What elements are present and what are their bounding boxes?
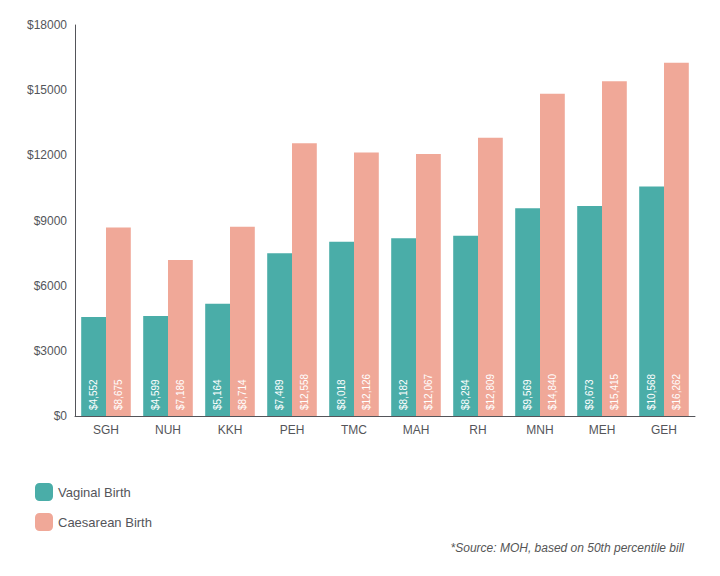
svg-text:$7,489: $7,489: [274, 379, 285, 410]
svg-text:$12,809: $12,809: [485, 373, 496, 410]
svg-text:Vaginal Birth: Vaginal Birth: [58, 485, 131, 500]
svg-text:TMC: TMC: [341, 423, 367, 437]
svg-text:RH: RH: [469, 423, 486, 437]
svg-text:$16,262: $16,262: [671, 373, 682, 410]
svg-text:MAH: MAH: [403, 423, 430, 437]
svg-text:$8,018: $8,018: [336, 379, 347, 410]
svg-text:PEH: PEH: [280, 423, 305, 437]
svg-text:$8,714: $8,714: [237, 379, 248, 410]
svg-text:$3000: $3000: [34, 344, 68, 358]
svg-text:Caesarean Birth: Caesarean Birth: [58, 515, 152, 530]
svg-text:$4,552: $4,552: [88, 379, 99, 410]
svg-text:*Source: MOH, based on 50th pe: *Source: MOH, based on 50th percentile b…: [451, 541, 685, 555]
svg-text:MNH: MNH: [526, 423, 553, 437]
svg-text:$9,673: $9,673: [584, 379, 595, 410]
svg-text:$0: $0: [54, 409, 68, 423]
svg-text:NUH: NUH: [155, 423, 181, 437]
svg-text:$12,558: $12,558: [299, 373, 310, 410]
svg-text:MEH: MEH: [589, 423, 616, 437]
svg-text:$12,126: $12,126: [361, 373, 372, 410]
svg-text:$18000: $18000: [27, 18, 67, 32]
svg-text:KKH: KKH: [218, 423, 243, 437]
svg-text:$8,294: $8,294: [460, 379, 471, 410]
svg-text:$7,186: $7,186: [175, 379, 186, 410]
svg-text:$4,599: $4,599: [150, 379, 161, 410]
svg-text:$8,675: $8,675: [113, 379, 124, 410]
svg-text:$8,182: $8,182: [398, 379, 409, 410]
svg-text:$12000: $12000: [27, 148, 67, 162]
svg-text:$15,415: $15,415: [609, 373, 620, 410]
svg-text:$14,840: $14,840: [547, 373, 558, 410]
svg-text:SGH: SGH: [93, 423, 119, 437]
svg-text:$10,568: $10,568: [646, 373, 657, 410]
svg-text:$9,569: $9,569: [522, 379, 533, 410]
svg-text:GEH: GEH: [651, 423, 677, 437]
svg-text:$5,164: $5,164: [212, 379, 223, 410]
svg-text:$15000: $15000: [27, 83, 67, 97]
svg-text:$6000: $6000: [34, 279, 68, 293]
svg-text:$12,067: $12,067: [423, 373, 434, 410]
svg-text:$9000: $9000: [34, 214, 68, 228]
